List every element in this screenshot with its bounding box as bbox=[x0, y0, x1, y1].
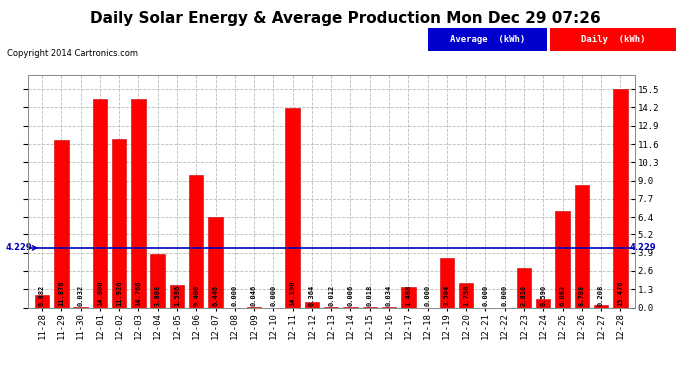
Text: Daily Solar Energy & Average Production Mon Dec 29 07:26: Daily Solar Energy & Average Production … bbox=[90, 11, 600, 26]
Bar bbox=[440, 258, 454, 308]
Bar bbox=[305, 302, 319, 307]
Text: 8.708: 8.708 bbox=[579, 285, 585, 306]
Text: 3.504: 3.504 bbox=[444, 285, 450, 306]
Bar bbox=[247, 307, 262, 308]
Text: 11.876: 11.876 bbox=[59, 281, 64, 306]
Bar bbox=[594, 304, 609, 307]
Text: 0.882: 0.882 bbox=[39, 285, 45, 306]
Text: 14.800: 14.800 bbox=[97, 281, 103, 306]
FancyBboxPatch shape bbox=[428, 27, 547, 51]
Bar bbox=[131, 99, 146, 308]
Bar bbox=[517, 268, 531, 308]
Text: 0.032: 0.032 bbox=[77, 285, 83, 306]
Bar bbox=[189, 175, 204, 308]
Text: 0.012: 0.012 bbox=[328, 285, 334, 306]
Text: 0.364: 0.364 bbox=[309, 285, 315, 306]
Text: 2.810: 2.810 bbox=[521, 285, 527, 306]
Text: 6.862: 6.862 bbox=[560, 285, 566, 306]
Text: 1.586: 1.586 bbox=[174, 285, 180, 306]
Text: 4.229: 4.229 bbox=[6, 243, 32, 252]
Text: 1.758: 1.758 bbox=[463, 285, 469, 306]
Text: 0.000: 0.000 bbox=[424, 285, 431, 306]
Bar bbox=[459, 283, 473, 308]
Text: 0.006: 0.006 bbox=[348, 285, 353, 306]
Bar bbox=[73, 307, 88, 308]
Bar bbox=[555, 211, 570, 308]
Text: 14.190: 14.190 bbox=[290, 281, 295, 306]
FancyBboxPatch shape bbox=[549, 27, 676, 51]
Text: Average  (kWh): Average (kWh) bbox=[450, 35, 525, 44]
Bar bbox=[286, 108, 300, 307]
Bar bbox=[34, 295, 49, 307]
Bar bbox=[170, 285, 184, 308]
Bar bbox=[150, 254, 165, 308]
Text: 4.229: 4.229 bbox=[630, 243, 657, 252]
Bar bbox=[536, 299, 551, 307]
Text: 0.000: 0.000 bbox=[232, 285, 238, 306]
Text: 3.808: 3.808 bbox=[155, 285, 161, 306]
Bar bbox=[382, 307, 396, 308]
Text: Daily  (kWh): Daily (kWh) bbox=[580, 35, 645, 44]
Text: 6.440: 6.440 bbox=[213, 285, 219, 306]
Bar bbox=[92, 99, 107, 308]
Text: 0.590: 0.590 bbox=[540, 285, 546, 306]
Text: 0.018: 0.018 bbox=[367, 285, 373, 306]
Text: 15.476: 15.476 bbox=[618, 281, 623, 306]
Text: 0.046: 0.046 bbox=[251, 285, 257, 306]
Text: 0.000: 0.000 bbox=[502, 285, 508, 306]
Text: 0.034: 0.034 bbox=[386, 285, 392, 306]
Text: 14.766: 14.766 bbox=[135, 281, 141, 306]
Bar bbox=[613, 89, 628, 308]
Text: 0.208: 0.208 bbox=[598, 285, 604, 306]
Text: Copyright 2014 Cartronics.com: Copyright 2014 Cartronics.com bbox=[7, 49, 138, 58]
Bar bbox=[575, 185, 589, 308]
Bar bbox=[401, 286, 415, 308]
Bar bbox=[208, 217, 223, 308]
Text: 1.488: 1.488 bbox=[405, 285, 411, 306]
Bar bbox=[54, 140, 68, 308]
Bar bbox=[112, 140, 126, 308]
Text: 0.000: 0.000 bbox=[270, 285, 277, 306]
Text: 9.400: 9.400 bbox=[193, 285, 199, 306]
Text: 0.000: 0.000 bbox=[482, 285, 489, 306]
Text: 11.926: 11.926 bbox=[116, 281, 122, 306]
